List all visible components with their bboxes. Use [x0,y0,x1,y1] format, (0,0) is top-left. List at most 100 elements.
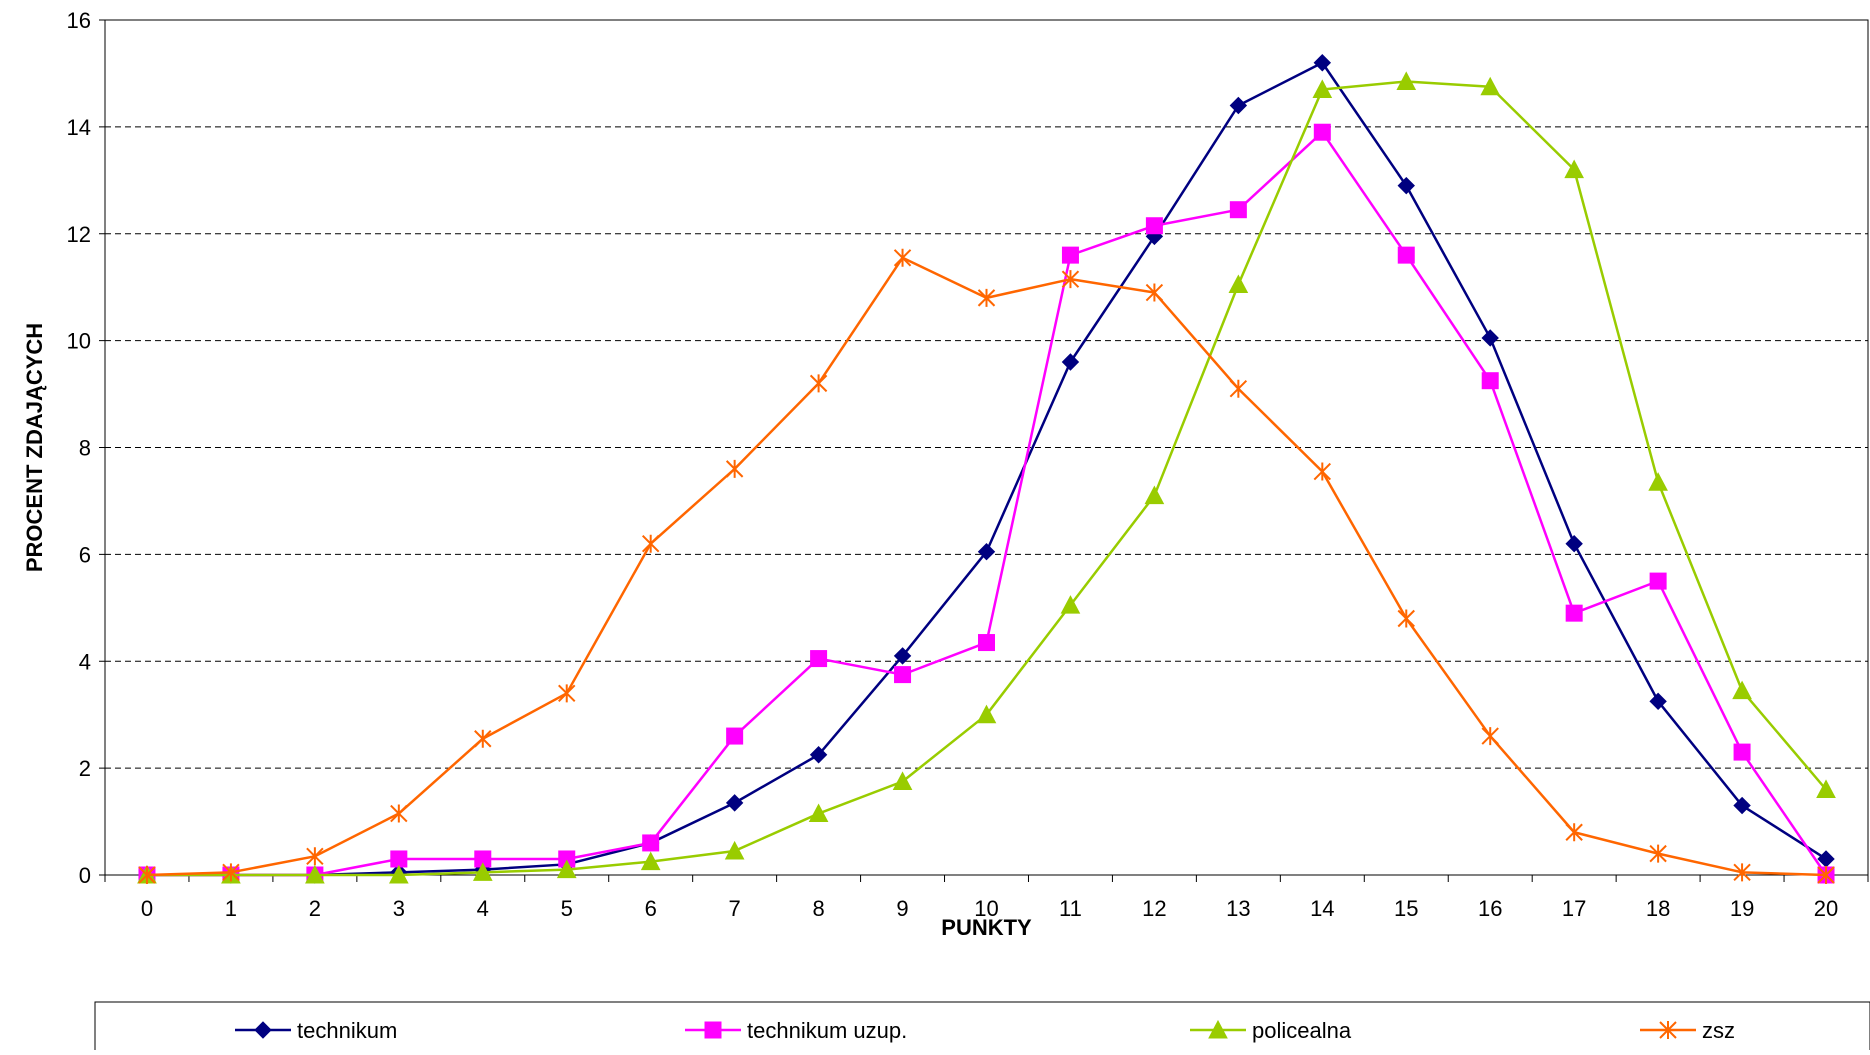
x-tick-label: 0 [141,896,153,921]
data-point [1145,283,1164,302]
data-point [558,684,576,703]
data-point [1733,743,1751,761]
data-point [305,864,325,884]
data-point [1564,159,1584,179]
data-point [977,542,996,561]
x-tick-label: 19 [1730,896,1754,921]
data-point [1312,79,1333,98]
x-tick-label: 14 [1310,896,1334,921]
data-point [1061,270,1080,289]
y-axis-title: PROCENT ZDAJĄCYCH [22,323,47,572]
data-point [1228,274,1249,294]
data-point [390,804,408,823]
data-point [725,459,744,478]
data-point [1648,472,1668,491]
data-point [1313,54,1332,72]
data-point [1649,572,1667,590]
data-point [809,374,828,393]
data-point [1397,176,1415,195]
data-point [1313,462,1332,481]
x-tick-label: 12 [1142,896,1166,921]
data-point [1229,96,1248,115]
data-point [1061,246,1079,264]
data-point [893,647,912,665]
data-point [977,288,996,307]
legend-box [94,1001,1870,1055]
data-point [641,534,660,553]
data-point [726,727,744,745]
y-tick-label: 14 [67,115,91,140]
data-point [642,834,660,852]
data-point [1649,692,1667,711]
y-tick-label: 4 [79,649,91,674]
data-point [725,794,744,812]
data-point [809,746,828,764]
grid-lines [105,126,1868,769]
data-point [1733,796,1751,815]
data-point [556,859,577,879]
x-tick-label: 7 [729,896,741,921]
data-point [810,650,828,668]
series-line [146,61,1827,877]
data-point [1229,379,1248,398]
data-point [1229,201,1247,219]
data-point [1144,485,1165,505]
series-zsz [138,248,1835,884]
legend-marker [254,1021,272,1039]
data-point [808,803,829,823]
data-point [978,634,995,652]
data-point [1565,604,1583,622]
series-technikum [138,54,1835,884]
y-tick-label: 6 [79,542,91,567]
data-point [1313,123,1331,141]
data-point [1481,727,1499,746]
x-tick-label: 2 [309,896,321,921]
legend: technikum technikum uzup. policealna zsz [94,1001,1870,1055]
x-tick-label: 15 [1394,896,1418,921]
x-tick-label: 17 [1562,896,1586,921]
data-point [1397,609,1415,628]
legend-label: policealna [1252,1018,1352,1043]
series-line [146,80,1827,877]
y-tick-label: 8 [79,436,91,461]
data-point [1817,866,1835,884]
data-point [893,248,912,267]
legend-item: technikum [235,1018,397,1043]
data-point [1733,863,1751,882]
data-point [472,862,493,881]
data-point [724,840,745,860]
x-tick-label: 13 [1226,896,1250,921]
data-point [1145,217,1163,235]
x-tick-label: 8 [812,896,824,921]
x-tick-label: 6 [645,896,657,921]
data-point [138,866,156,884]
series-line [146,130,1828,877]
legend-marker [1208,1019,1228,1039]
data-point [222,863,240,882]
data-point [1481,329,1499,347]
data-point [306,847,324,866]
series-policealna [137,71,1836,884]
data-point [976,704,997,724]
data-point [1565,823,1583,842]
x-tick-label: 10 [974,896,998,921]
data-point [892,771,913,790]
x-tick-label: 5 [561,896,573,921]
data-point [1732,680,1752,700]
data-point [640,851,661,871]
legend-item: zsz [1640,1018,1735,1043]
data-point [389,864,409,884]
data-point [474,729,492,748]
legend-marker [1659,1021,1677,1039]
x-tick-label: 3 [393,896,405,921]
data-point [1061,353,1080,371]
data-point [1649,844,1667,863]
data-point [1817,850,1835,868]
legend-label: technikum [297,1018,397,1043]
legend-item: technikum uzup. [685,1018,907,1043]
x-tick-label: 16 [1478,896,1502,921]
x-tick-label: 20 [1814,896,1838,921]
